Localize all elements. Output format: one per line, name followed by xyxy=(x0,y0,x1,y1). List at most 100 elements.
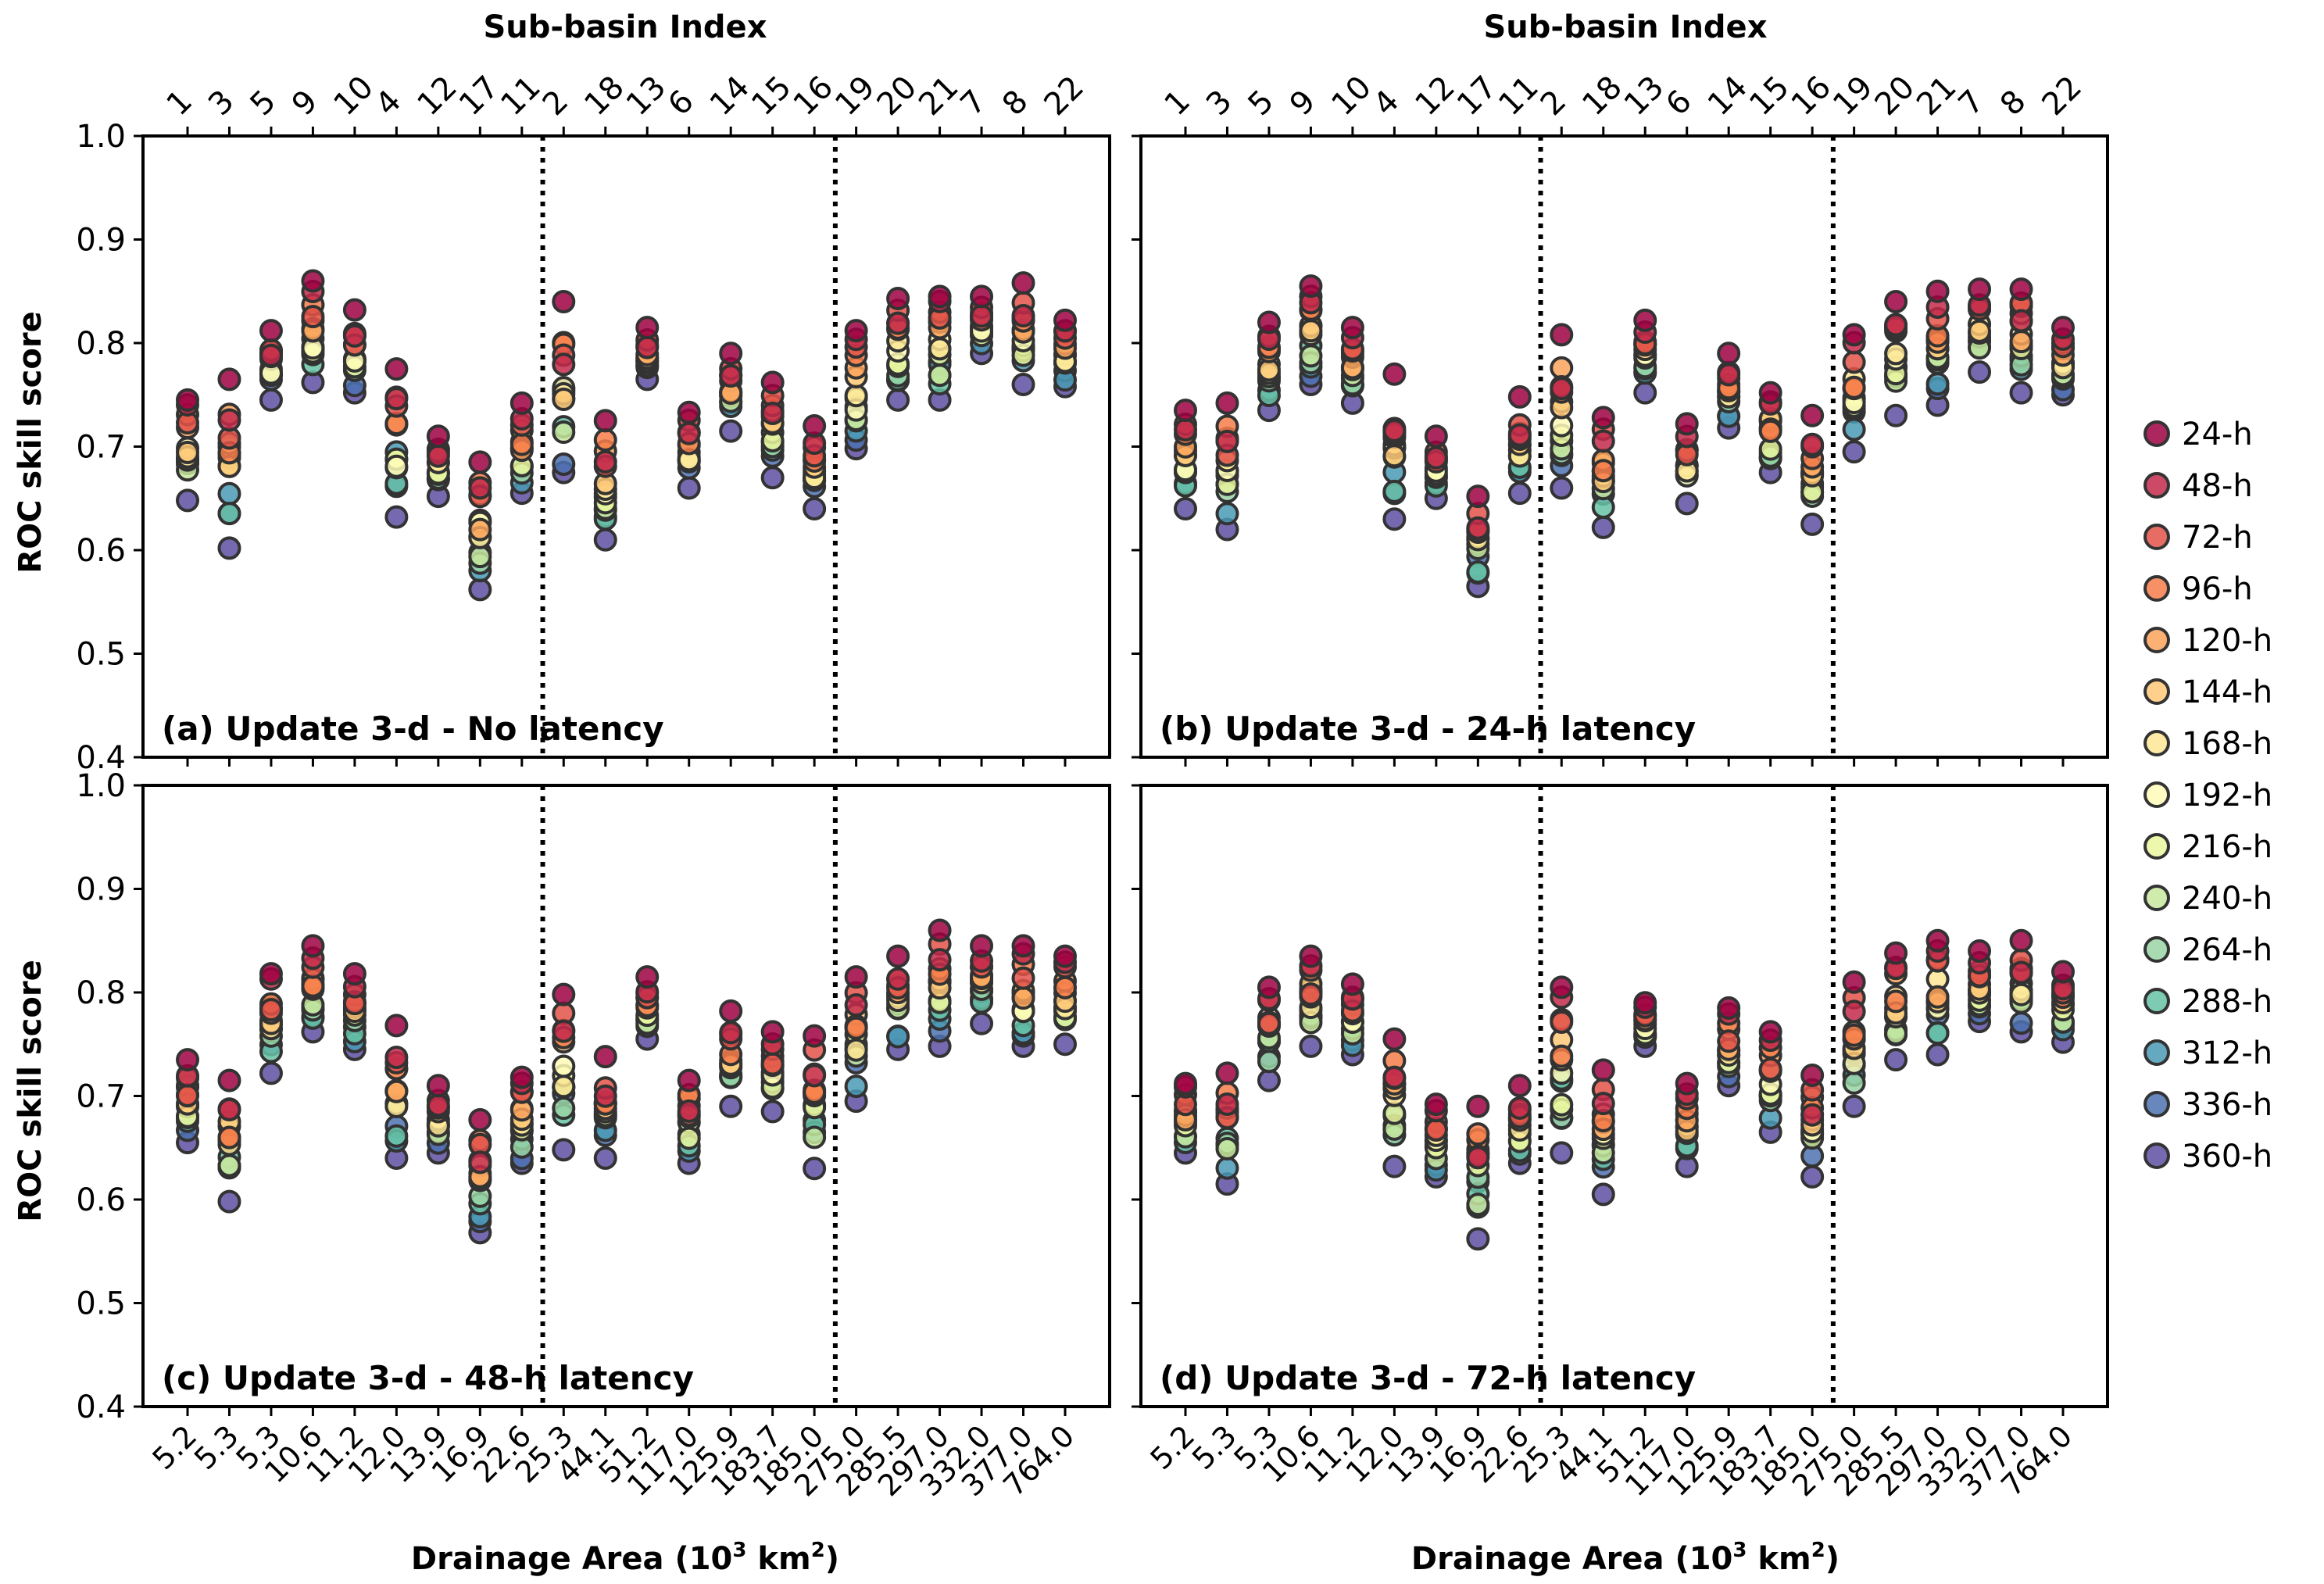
legend-marker xyxy=(2143,420,2170,447)
data-point xyxy=(1382,362,1407,386)
data-point xyxy=(970,934,994,958)
data-point xyxy=(1675,1071,1699,1096)
data-point xyxy=(217,1098,241,1122)
data-point xyxy=(552,452,576,477)
legend: 24-h 48-h 72-h 96-h 120-h 144-h 168-h 192-h 216-… xyxy=(2143,417,2272,1175)
legend-marker xyxy=(2143,885,2170,911)
data-point xyxy=(1800,1064,1825,1087)
x-title-end-r: ) xyxy=(1825,1541,1840,1577)
data-point xyxy=(1591,515,1615,539)
data-point xyxy=(844,993,868,1017)
data-point xyxy=(259,1061,283,1085)
data-point xyxy=(886,944,910,968)
data-point xyxy=(928,284,952,309)
data-point xyxy=(217,1189,241,1214)
data-point xyxy=(1466,1227,1490,1251)
data-point xyxy=(1424,1092,1448,1117)
data-point xyxy=(468,450,492,474)
data-point xyxy=(426,1093,450,1117)
legend-marker xyxy=(2143,575,2170,602)
data-point xyxy=(1550,356,1574,380)
x-title-sup2: 2 xyxy=(811,1539,825,1562)
data-point xyxy=(719,1021,743,1045)
data-point xyxy=(1968,939,1992,963)
data-point xyxy=(970,284,994,309)
panel-label: (a) Update 3-d - No latency xyxy=(162,710,664,748)
data-point xyxy=(509,1065,534,1089)
data-point xyxy=(2051,960,2075,984)
legend-label: 96-h xyxy=(2182,571,2253,607)
data-point xyxy=(2051,316,2075,340)
data-point xyxy=(552,420,576,445)
data-point xyxy=(426,424,450,449)
data-point xyxy=(1215,1061,1239,1085)
data-point xyxy=(509,432,534,456)
data-point xyxy=(259,998,283,1022)
data-point xyxy=(1257,1068,1281,1092)
y-tick-label: 0.8 xyxy=(76,326,126,362)
plot-frame xyxy=(141,134,1111,759)
data-point xyxy=(2009,1011,2033,1035)
top-tick-label: 3 xyxy=(202,84,241,123)
data-point xyxy=(259,962,283,986)
data-point xyxy=(468,1107,492,1132)
data-point xyxy=(1507,481,1532,506)
data-point xyxy=(384,1014,409,1038)
data-point xyxy=(1424,445,1448,470)
y-tick-label: 0.7 xyxy=(76,1079,126,1115)
data-point xyxy=(1299,982,1323,1007)
data-point xyxy=(1800,432,1825,456)
data-point xyxy=(635,316,660,340)
legend-marker xyxy=(2143,988,2170,1014)
x-title-mid: km xyxy=(746,1541,810,1577)
data-point xyxy=(552,982,576,1007)
data-point xyxy=(1591,1182,1615,1207)
legend-label: 288-h xyxy=(2182,984,2272,1020)
top-axis-title-left: Sub-basin Index xyxy=(484,9,767,45)
data-point xyxy=(886,967,910,991)
data-point xyxy=(1299,944,1323,968)
data-point xyxy=(1800,512,1825,536)
data-point xyxy=(677,421,701,445)
legend-label: 360-h xyxy=(2182,1139,2272,1175)
data-point xyxy=(552,388,576,412)
data-point xyxy=(1053,308,1077,332)
y-tick-label: 0.9 xyxy=(76,872,126,908)
data-point xyxy=(1340,972,1364,996)
data-point xyxy=(886,388,910,412)
data-point xyxy=(552,1096,576,1121)
data-point xyxy=(1299,344,1323,368)
data-point xyxy=(1466,1146,1490,1170)
y-tick-label: 1.0 xyxy=(76,768,126,804)
data-point xyxy=(176,488,199,513)
data-point xyxy=(928,948,952,972)
data-point xyxy=(886,287,910,311)
data-point xyxy=(217,1153,241,1178)
data-point xyxy=(1053,1032,1077,1057)
data-point xyxy=(468,545,492,569)
data-point xyxy=(1257,975,1281,999)
data-point xyxy=(1633,308,1657,332)
data-point xyxy=(803,1024,827,1048)
data-point xyxy=(677,1126,701,1150)
data-point xyxy=(760,402,785,426)
data-point xyxy=(1466,1122,1490,1146)
data-point xyxy=(1466,1094,1490,1118)
data-point xyxy=(384,454,409,478)
data-point xyxy=(1011,986,1035,1010)
data-point xyxy=(2009,982,2033,1007)
data-point xyxy=(803,497,827,520)
data-point xyxy=(176,441,199,465)
data-point xyxy=(1925,279,1950,303)
data-point xyxy=(593,409,617,433)
data-point xyxy=(1717,363,1741,387)
y-tick-label: 0.9 xyxy=(76,223,126,259)
data-point xyxy=(1507,384,1532,409)
data-point xyxy=(552,1054,576,1078)
data-point xyxy=(1424,1117,1448,1142)
x-title-sup-r: 3 xyxy=(1732,1539,1747,1562)
data-point xyxy=(1174,497,1197,520)
data-point xyxy=(593,449,617,474)
data-point xyxy=(677,400,701,424)
